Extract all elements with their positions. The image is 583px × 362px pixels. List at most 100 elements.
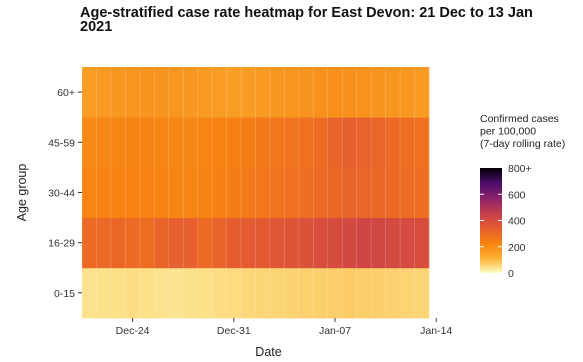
heatmap-cell [342, 117, 358, 168]
heatmap-cell [125, 117, 141, 168]
heatmap-cell [96, 267, 112, 319]
legend-tick-label: 200 [508, 242, 526, 254]
heatmap-cell [212, 117, 227, 168]
heatmap-cell [356, 217, 372, 269]
heatmap-cell [284, 167, 300, 218]
heatmap-cell [269, 217, 285, 269]
heatmap-cell [298, 117, 314, 168]
heatmap-cell [385, 267, 401, 319]
heatmap-cell [154, 67, 170, 118]
heatmap-cell [269, 167, 285, 218]
heatmap-cell [400, 217, 415, 269]
heatmap-cell [298, 67, 314, 118]
heatmap-cell [82, 267, 97, 319]
heatmap-cell [241, 167, 256, 218]
heatmap-cell [284, 67, 300, 118]
heatmap-cell [284, 217, 300, 269]
heatmap-cell [125, 67, 141, 118]
heatmap-cell [212, 267, 227, 319]
legend-tick-label: 800+ [508, 163, 532, 175]
heatmap-cell [400, 167, 415, 218]
heatmap-cell [327, 67, 343, 118]
heatmap-cell [154, 267, 170, 319]
heatmap-cell [313, 167, 329, 218]
y-tick-label: 30-44 [48, 188, 75, 200]
heatmap-cell [414, 167, 430, 218]
heatmap-cell [400, 267, 415, 319]
heatmap-cell [183, 167, 199, 218]
heatmap-cell [226, 167, 242, 218]
heatmap-cell [226, 267, 242, 319]
heatmap-cell [168, 267, 184, 319]
heatmap-cell [414, 267, 430, 319]
heatmap-cell [212, 67, 227, 118]
legend-tick-label: 400 [508, 216, 526, 228]
x-tick-label: Dec-24 [116, 325, 150, 337]
heatmap-cell [96, 217, 112, 269]
heatmap-cell [269, 67, 285, 118]
heatmap-cell [241, 67, 256, 118]
heatmap-cell [110, 67, 126, 118]
heatmap-cell [342, 167, 358, 218]
heatmap-cell [385, 117, 401, 168]
chart-title: Age-stratified case rate heatmap for Eas… [80, 5, 533, 35]
heatmap-cell [125, 217, 141, 269]
heatmap-cell [255, 167, 271, 218]
heatmap-cell [168, 117, 184, 168]
heatmap-cell [342, 217, 358, 269]
heatmap-cell [139, 67, 155, 118]
heatmap-cell [96, 117, 112, 168]
heatmap-cell [183, 117, 199, 168]
heatmap-cell [255, 267, 271, 319]
heatmap-cell [327, 167, 343, 218]
heatmap-cell [197, 217, 213, 269]
heatmap-cell [371, 167, 387, 218]
heatmap-cell [371, 67, 387, 118]
heatmap-cell [125, 167, 141, 218]
heatmap-cell [110, 217, 126, 269]
heatmap-cell [183, 267, 199, 319]
heatmap-cell [327, 217, 343, 269]
heatmap-cell [255, 117, 271, 168]
heatmap-cell [327, 267, 343, 319]
heatmap-cell [298, 167, 314, 218]
heatmap-cell [298, 267, 314, 319]
heatmap-cell [110, 117, 126, 168]
heatmap-cell [82, 117, 97, 168]
heatmap-cell [139, 217, 155, 269]
heatmap-cell [154, 117, 170, 168]
heatmap-cell [371, 267, 387, 319]
x-tick-label: Jan-14 [420, 325, 452, 337]
heatmap-cell [414, 117, 430, 168]
heatmap-cell [371, 217, 387, 269]
heatmap-cell [356, 267, 372, 319]
heatmap-cell [342, 267, 358, 319]
heatmap-cell [241, 267, 256, 319]
heatmap-cell [298, 217, 314, 269]
heatmap-cell [356, 167, 372, 218]
heatmap-cell [226, 117, 242, 168]
heatmap-cell [313, 217, 329, 269]
heatmap-cell [125, 267, 141, 319]
heatmap-cell [284, 267, 300, 319]
x-tick-label: Jan-07 [319, 325, 351, 337]
heatmap-cell [241, 117, 256, 168]
heatmap-cell [241, 217, 256, 269]
heatmap-cell [96, 67, 112, 118]
heatmap-cell [400, 67, 415, 118]
heatmap-cell [183, 217, 199, 269]
heatmap-cell [327, 117, 343, 168]
y-tick-label: 0-15 [54, 288, 75, 300]
y-tick-label: 16-29 [48, 238, 75, 250]
heatmap-cell [255, 217, 271, 269]
heatmap-cell [212, 167, 227, 218]
heatmap-cell [400, 117, 415, 168]
heatmap-cell [356, 67, 372, 118]
heatmap-cell [313, 267, 329, 319]
x-axis-title: Date [255, 345, 281, 359]
heatmap-cell [139, 167, 155, 218]
heatmap-cell [197, 167, 213, 218]
legend-title-line: per 100,000 [480, 126, 536, 138]
heatmap-cell [212, 217, 227, 269]
